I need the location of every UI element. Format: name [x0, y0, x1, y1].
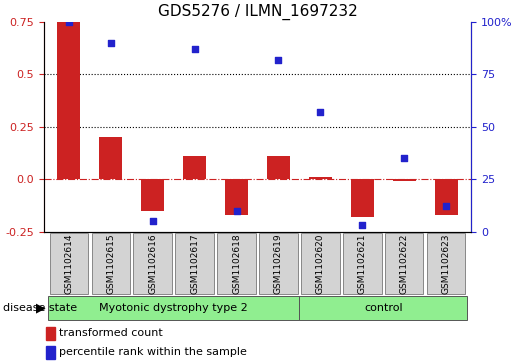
Bar: [99, 137, 123, 179]
FancyBboxPatch shape: [385, 233, 423, 294]
Bar: [57, 22, 80, 179]
Point: [316, 109, 324, 115]
Bar: [225, 179, 248, 215]
Bar: [309, 177, 332, 179]
FancyBboxPatch shape: [299, 296, 467, 320]
Text: GSM1102618: GSM1102618: [232, 233, 241, 294]
FancyBboxPatch shape: [343, 233, 382, 294]
Bar: [46, 327, 55, 340]
Text: GSM1102620: GSM1102620: [316, 233, 325, 294]
Text: GSM1102622: GSM1102622: [400, 233, 409, 294]
Title: GDS5276 / ILMN_1697232: GDS5276 / ILMN_1697232: [158, 4, 357, 20]
Bar: [351, 179, 374, 217]
Point: [274, 57, 283, 62]
Text: GSM1102619: GSM1102619: [274, 233, 283, 294]
Text: ▶: ▶: [36, 302, 46, 315]
FancyBboxPatch shape: [259, 233, 298, 294]
FancyBboxPatch shape: [48, 296, 299, 320]
FancyBboxPatch shape: [92, 233, 130, 294]
FancyBboxPatch shape: [217, 233, 256, 294]
Text: GSM1102617: GSM1102617: [190, 233, 199, 294]
FancyBboxPatch shape: [176, 233, 214, 294]
Text: GSM1102614: GSM1102614: [64, 233, 74, 294]
Text: GSM1102621: GSM1102621: [358, 233, 367, 294]
FancyBboxPatch shape: [301, 233, 339, 294]
Text: control: control: [364, 303, 403, 313]
Point: [400, 155, 408, 161]
Bar: [435, 179, 458, 215]
Point: [232, 208, 241, 213]
Point: [191, 46, 199, 52]
Bar: [392, 179, 416, 181]
Text: GSM1102615: GSM1102615: [106, 233, 115, 294]
Text: percentile rank within the sample: percentile rank within the sample: [59, 347, 247, 358]
Bar: [183, 156, 206, 179]
FancyBboxPatch shape: [49, 233, 88, 294]
Point: [358, 223, 366, 228]
Text: Myotonic dystrophy type 2: Myotonic dystrophy type 2: [99, 303, 248, 313]
Point: [442, 204, 450, 209]
Text: transformed count: transformed count: [59, 329, 163, 338]
Point: [149, 218, 157, 224]
Bar: [141, 179, 164, 211]
FancyBboxPatch shape: [133, 233, 172, 294]
Point: [65, 19, 73, 25]
Bar: [267, 156, 290, 179]
Bar: [46, 346, 55, 359]
Text: GSM1102616: GSM1102616: [148, 233, 157, 294]
Text: GSM1102623: GSM1102623: [441, 233, 451, 294]
FancyBboxPatch shape: [427, 233, 466, 294]
Text: disease state: disease state: [3, 303, 77, 313]
Point: [107, 40, 115, 46]
